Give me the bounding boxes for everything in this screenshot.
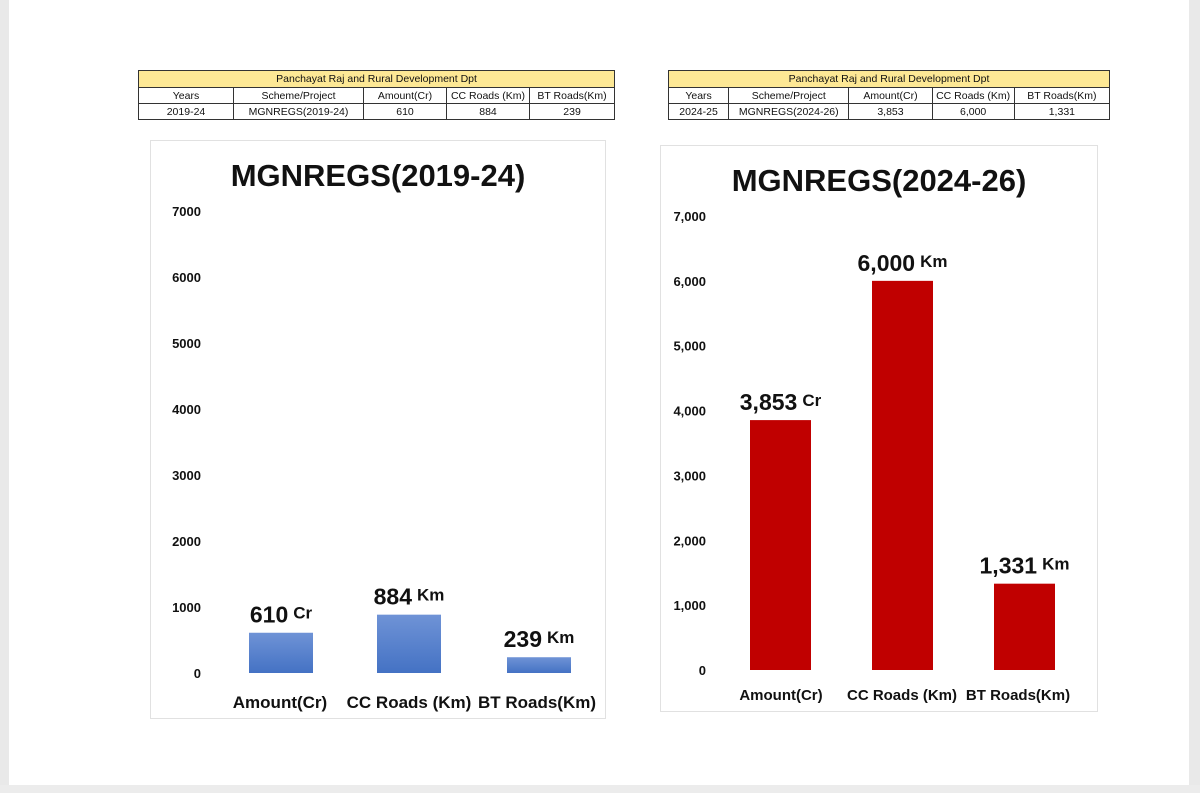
y-tick-label: 0 [699, 663, 706, 678]
bar-chart-2019-24: MGNREGS(2019-24) 0 1000 2000 3000 4000 5000 600… [172, 158, 596, 712]
table-header: Scheme/Project [728, 87, 850, 104]
data-table-2019-24: Panchayat Raj and Rural Development Dpt … [137, 70, 616, 120]
page-frame-left [0, 0, 9, 793]
table-header: Amount(Cr) [848, 87, 933, 104]
bar [377, 614, 441, 673]
x-category-label: CC Roads (Km) [347, 693, 472, 712]
y-tick-label: 1000 [172, 600, 201, 615]
y-tick-label: 6000 [172, 270, 201, 285]
y-tick-label: 2,000 [673, 533, 706, 548]
table-cell: MGNREGS(2019-24) [233, 103, 364, 120]
data-label: 3,853 Cr [740, 389, 822, 415]
data-label: 239 Km [504, 626, 575, 652]
table-header: BT Roads(Km) [528, 87, 616, 104]
table-cell: 2019-24 [138, 103, 234, 120]
bar-chart-2024-26: MGNREGS(2024-26) 0 1,000 2,000 3,000 4,000 5,0… [673, 163, 1070, 704]
table-cell: 3,853 [848, 103, 933, 120]
chart-panel-2019-24: MGNREGS(2019-24) 0 1000 2000 3000 4000 5000 600… [150, 140, 606, 719]
y-tick-label: 7,000 [673, 209, 706, 224]
table-cell: 884 [446, 103, 530, 120]
bar [507, 657, 571, 673]
data-label: 6,000 Km [858, 250, 948, 276]
table-cell: 2024-25 [667, 103, 730, 120]
bar [994, 583, 1055, 670]
table-header: CC Roads (Km) [446, 87, 530, 104]
table-cell: 239 [528, 103, 616, 120]
page-frame-right [1189, 0, 1200, 793]
table-header: Scheme/Project [233, 87, 364, 104]
bar [750, 420, 811, 670]
table-header: BT Roads(Km) [1013, 87, 1111, 104]
data-label: 1,331 Km [980, 553, 1070, 579]
data-label: 884 Km [374, 584, 445, 610]
y-tick-label: 5,000 [673, 339, 706, 354]
y-tick-label: 4000 [172, 402, 201, 417]
bar [249, 632, 313, 673]
table-header: Amount(Cr) [363, 87, 447, 104]
bar [872, 280, 933, 670]
table-cell: 6,000 [931, 103, 1015, 120]
x-category-label: Amount(Cr) [233, 693, 327, 712]
table-header: Years [138, 87, 234, 104]
y-tick-label: 0 [194, 666, 201, 681]
data-table-2024-26: Panchayat Raj and Rural Development Dpt … [667, 70, 1111, 120]
x-category-label: BT Roads(Km) [966, 687, 1070, 704]
y-tick-label: 3000 [172, 468, 201, 483]
chart-title: MGNREGS(2019-24) [231, 158, 526, 193]
y-tick-label: 1,000 [673, 598, 706, 613]
x-category-label: Amount(Cr) [739, 687, 822, 704]
y-tick-label: 2000 [172, 534, 201, 549]
table-header: Years [667, 87, 730, 104]
x-category-label: BT Roads(Km) [478, 693, 596, 712]
y-tick-label: 4,000 [673, 404, 706, 419]
table-cell: 1,331 [1013, 103, 1111, 120]
data-label: 610 Cr [250, 602, 313, 628]
table-cell: MGNREGS(2024-26) [728, 103, 850, 120]
x-category-label: CC Roads (Km) [847, 687, 957, 704]
table-title: Panchayat Raj and Rural Development Dpt [668, 70, 1110, 88]
y-tick-label: 5000 [172, 336, 201, 351]
y-tick-label: 6,000 [673, 274, 706, 289]
y-tick-label: 7000 [172, 204, 201, 219]
chart-title: MGNREGS(2024-26) [732, 163, 1027, 198]
table-title: Panchayat Raj and Rural Development Dpt [137, 70, 616, 88]
table-cell: 610 [363, 103, 447, 120]
table-header: CC Roads (Km) [931, 87, 1015, 104]
chart-panel-2024-26: MGNREGS(2024-26) 0 1,000 2,000 3,000 4,000 5,0… [660, 145, 1098, 712]
page-frame-bottom [0, 785, 1200, 793]
y-tick-label: 3,000 [673, 468, 706, 483]
